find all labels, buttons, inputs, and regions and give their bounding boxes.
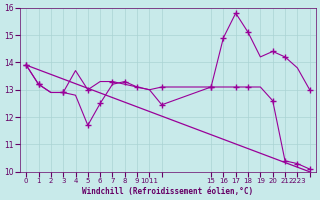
X-axis label: Windchill (Refroidissement éolien,°C): Windchill (Refroidissement éolien,°C) bbox=[82, 187, 253, 196]
